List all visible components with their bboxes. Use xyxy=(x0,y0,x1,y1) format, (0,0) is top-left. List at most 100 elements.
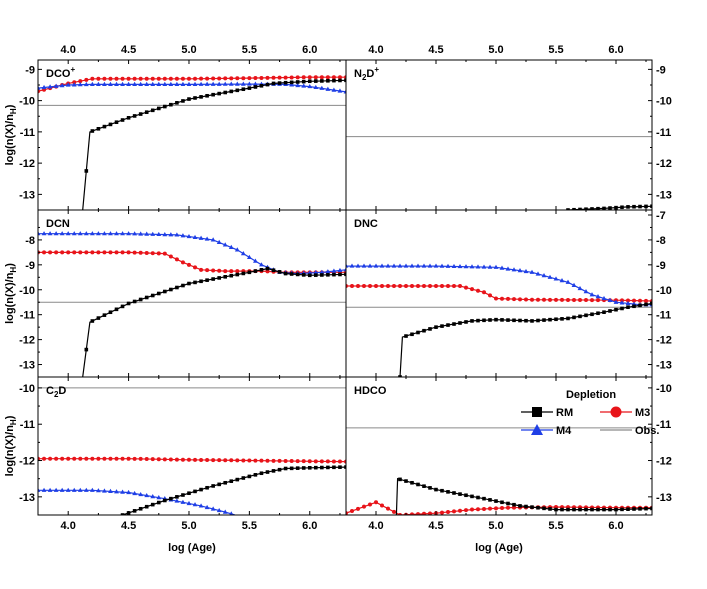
marker-RM xyxy=(181,493,185,497)
marker-M3 xyxy=(84,250,89,255)
marker-RM xyxy=(247,270,252,275)
marker-M4 xyxy=(481,264,487,269)
marker-M3 xyxy=(488,293,492,298)
marker-M3 xyxy=(193,76,198,81)
marker-M4 xyxy=(77,82,83,87)
marker-RM xyxy=(590,207,594,210)
marker-RM xyxy=(235,88,240,93)
marker-RM xyxy=(314,273,318,277)
marker-M4 xyxy=(41,231,47,236)
marker-M4 xyxy=(216,239,222,245)
marker-RM xyxy=(626,305,630,310)
marker-M4 xyxy=(337,88,343,93)
marker-M3 xyxy=(319,459,324,464)
x-tick-label-top: 4.5 xyxy=(121,44,136,56)
marker-M4 xyxy=(216,507,222,513)
marker-RM xyxy=(132,509,137,513)
marker-RM xyxy=(488,498,492,502)
marker-M4 xyxy=(41,84,47,90)
marker-M3 xyxy=(446,284,450,289)
marker-M3 xyxy=(301,75,306,80)
marker-M3 xyxy=(362,504,366,509)
marker-M3 xyxy=(494,296,498,301)
marker-M4 xyxy=(59,83,65,88)
marker-M3 xyxy=(235,269,240,274)
panel-hdco: HDCO xyxy=(345,376,653,516)
marker-RM xyxy=(404,334,408,338)
marker-RM xyxy=(217,482,221,487)
marker-RM xyxy=(500,500,504,505)
marker-M3 xyxy=(331,459,336,464)
marker-M3 xyxy=(132,76,137,81)
marker-M4 xyxy=(210,81,216,86)
y-tick-label: -9 xyxy=(656,64,666,76)
marker-RM xyxy=(301,79,306,84)
y-tick-label: -13 xyxy=(656,360,672,372)
legend-label-M3: M3 xyxy=(635,407,650,419)
marker-M3 xyxy=(392,284,396,289)
marker-M4 xyxy=(126,231,131,236)
marker-M4 xyxy=(53,83,59,88)
marker-M3 xyxy=(386,506,390,511)
y-tick-label: -13 xyxy=(19,360,35,372)
y-tick-label: -10 xyxy=(19,383,35,395)
marker-RM xyxy=(199,487,203,492)
marker-M3 xyxy=(156,251,161,256)
marker-M4 xyxy=(355,263,361,268)
marker-M4 xyxy=(234,247,240,252)
x-axis-label: log (Age) xyxy=(168,542,216,554)
y-tick-label: -10 xyxy=(19,96,35,108)
marker-RM xyxy=(560,507,564,512)
marker-M4 xyxy=(246,254,252,259)
marker-M3 xyxy=(295,459,300,464)
marker-RM xyxy=(596,206,600,210)
marker-RM xyxy=(434,325,438,329)
marker-M3 xyxy=(126,250,131,255)
y-tick-label: -8 xyxy=(656,235,666,247)
marker-M3 xyxy=(126,456,131,461)
marker-M3 xyxy=(482,290,486,295)
marker-RM xyxy=(542,506,546,511)
marker-RM xyxy=(193,489,197,494)
marker-RM xyxy=(320,465,324,470)
marker-RM xyxy=(229,479,234,483)
x-tick-label-bottom: 4.0 xyxy=(61,520,76,532)
marker-M3 xyxy=(325,75,330,80)
marker-M3 xyxy=(199,457,204,462)
marker-RM xyxy=(626,205,630,209)
marker-M4 xyxy=(228,81,234,86)
marker-M3 xyxy=(150,76,155,81)
marker-M3 xyxy=(253,458,258,463)
legend-marker-M3 xyxy=(610,406,622,418)
series-RM-dcop xyxy=(82,78,346,210)
marker-M3 xyxy=(470,287,474,292)
marker-RM xyxy=(265,82,270,87)
marker-RM xyxy=(602,310,606,314)
marker-M3 xyxy=(120,250,125,255)
marker-M3 xyxy=(368,502,372,507)
y-tick-label: -12 xyxy=(19,335,35,347)
marker-M3 xyxy=(66,250,71,255)
marker-RM xyxy=(307,79,312,84)
series-M3-c2d xyxy=(38,456,346,464)
marker-M3 xyxy=(229,269,234,274)
marker-RM xyxy=(434,487,438,492)
y-tick-label: -8 xyxy=(25,235,35,247)
marker-M4 xyxy=(234,81,240,86)
marker-M4 xyxy=(367,263,373,268)
legend-label-M4: M4 xyxy=(556,425,572,437)
marker-M4 xyxy=(138,231,144,236)
marker-RM xyxy=(464,320,468,324)
marker-RM xyxy=(320,79,324,83)
marker-M3 xyxy=(174,457,179,462)
marker-M4 xyxy=(613,299,619,304)
marker-RM xyxy=(138,506,143,511)
marker-M4 xyxy=(41,487,47,492)
marker-RM xyxy=(344,465,346,469)
marker-RM xyxy=(476,318,480,323)
marker-M4 xyxy=(553,276,559,281)
x-tick-label-bottom: 4.0 xyxy=(368,520,383,532)
marker-RM xyxy=(277,270,282,274)
marker-M3 xyxy=(265,269,270,274)
panel-label-c2d: C2D xyxy=(46,385,66,399)
